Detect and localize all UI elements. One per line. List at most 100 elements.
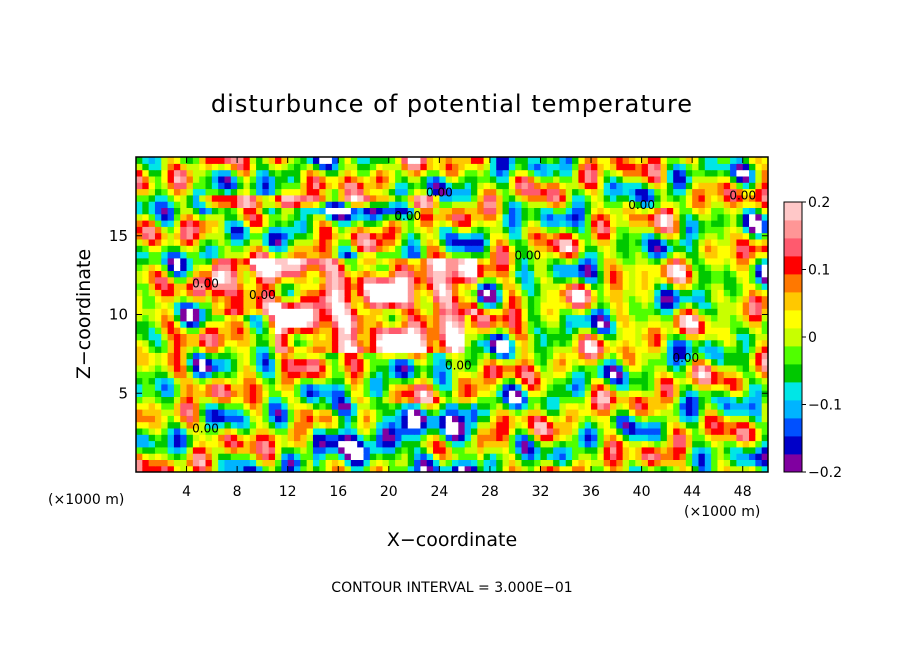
heatmap-cell <box>192 427 200 435</box>
heatmap-cell <box>458 163 466 171</box>
heatmap-cell <box>660 339 668 347</box>
heatmap-cell <box>445 157 453 164</box>
heatmap-cell <box>186 257 194 265</box>
heatmap-cell <box>546 409 554 416</box>
heatmap-cell <box>527 238 535 246</box>
heatmap-cell <box>382 390 390 397</box>
heatmap-cell <box>452 232 459 240</box>
heatmap-cell <box>369 465 377 472</box>
heatmap-cell <box>180 276 188 284</box>
heatmap-cell <box>136 276 143 284</box>
heatmap-cell <box>369 434 377 442</box>
heatmap-cell <box>597 377 605 385</box>
heatmap-cell <box>610 163 617 171</box>
heatmap-cell <box>445 201 453 208</box>
heatmap-cell <box>338 440 346 448</box>
heatmap-cell <box>350 314 358 322</box>
heatmap-cell <box>256 188 263 196</box>
heatmap-cell <box>553 320 561 328</box>
heatmap-cell <box>256 182 263 190</box>
heatmap-cell <box>426 427 434 435</box>
heatmap-cell <box>218 453 226 460</box>
heatmap-cell <box>407 188 415 196</box>
heatmap-cell <box>205 346 213 353</box>
heatmap-cell <box>755 352 763 360</box>
heatmap-cell <box>515 264 523 271</box>
heatmap-cell <box>489 175 497 183</box>
heatmap-cell <box>338 251 346 259</box>
heatmap-cell <box>407 308 415 316</box>
heatmap-cell <box>489 396 497 404</box>
heatmap-cell <box>357 194 365 202</box>
heatmap-cell <box>376 201 384 208</box>
heatmap-cell <box>224 232 232 240</box>
heatmap-cell <box>275 409 282 416</box>
heatmap-cell <box>546 459 554 467</box>
heatmap-cell <box>439 257 447 265</box>
heatmap-cell <box>281 251 289 259</box>
heatmap-cell <box>205 301 213 309</box>
heatmap-cell <box>167 213 175 221</box>
heatmap-cell <box>262 182 270 190</box>
heatmap-cell <box>464 434 472 442</box>
heatmap-cell <box>243 270 251 278</box>
heatmap-cell <box>654 390 662 397</box>
heatmap-cell <box>692 377 700 385</box>
heatmap-cell <box>761 270 768 278</box>
heatmap-cell <box>736 289 744 297</box>
heatmap-cell <box>534 301 542 309</box>
heatmap-cell <box>679 163 687 171</box>
heatmap-cell <box>180 333 188 341</box>
heatmap-cell <box>192 213 200 221</box>
heatmap-cell <box>344 339 352 347</box>
heatmap-cell <box>464 358 472 366</box>
heatmap-cell <box>452 270 459 278</box>
heatmap-cell <box>243 352 251 360</box>
heatmap-cell <box>426 295 434 303</box>
heatmap-cell <box>723 226 731 234</box>
heatmap-cell <box>357 440 365 448</box>
heatmap-cell <box>376 352 384 360</box>
heatmap-cell <box>540 301 548 309</box>
heatmap-cell <box>401 201 409 208</box>
heatmap-cell <box>325 157 333 164</box>
heatmap-cell <box>173 390 181 397</box>
heatmap-cell <box>306 364 314 372</box>
heatmap-cell <box>192 220 200 227</box>
heatmap-cell <box>584 182 592 190</box>
heatmap-cell <box>376 264 384 271</box>
heatmap-cell <box>692 182 700 190</box>
heatmap-cell <box>477 163 485 171</box>
heatmap-cell <box>344 308 352 316</box>
heatmap-cell <box>319 358 327 366</box>
heatmap-cell <box>294 220 301 227</box>
heatmap-cell <box>610 346 617 353</box>
heatmap-cell <box>742 364 750 372</box>
heatmap-cell <box>325 220 333 227</box>
heatmap-cell <box>275 333 282 341</box>
heatmap-cell <box>180 446 188 454</box>
heatmap-cell <box>464 163 472 171</box>
heatmap-cell <box>420 339 428 347</box>
heatmap-cell <box>294 402 301 410</box>
heatmap-cell <box>357 390 365 397</box>
heatmap-cell <box>306 346 314 353</box>
heatmap-cell <box>173 383 181 391</box>
heatmap-cell <box>256 364 263 372</box>
heatmap-cell <box>287 383 295 391</box>
heatmap-cell <box>154 320 162 328</box>
heatmap-cell <box>502 232 510 240</box>
heatmap-cell <box>597 295 605 303</box>
heatmap-cell <box>666 358 674 366</box>
heatmap-cell <box>635 402 643 410</box>
heatmap-cell <box>742 188 750 196</box>
heatmap-cell <box>142 427 150 435</box>
heatmap-cell <box>426 163 434 171</box>
heatmap-cell <box>628 396 636 404</box>
heatmap-cell <box>192 238 200 246</box>
heatmap-cell <box>344 465 352 472</box>
heatmap-cell <box>205 434 213 442</box>
heatmap-cell <box>218 226 226 234</box>
heatmap-cell <box>414 459 421 467</box>
heatmap-cell <box>199 383 207 391</box>
